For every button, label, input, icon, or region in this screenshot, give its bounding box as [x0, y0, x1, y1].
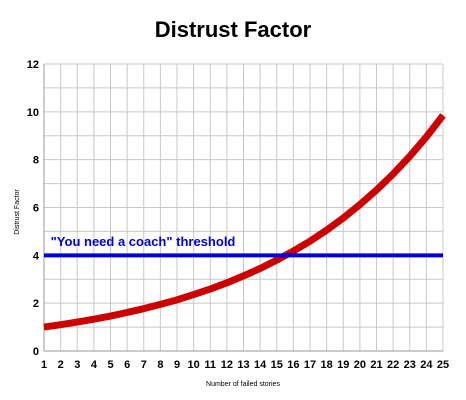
x-tick-label: 12 — [221, 359, 233, 371]
y-axis-ticks: 0 2 4 6 8 10 12 — [27, 59, 40, 358]
y-tick-label: 12 — [27, 59, 39, 71]
y-tick-label: 0 — [33, 346, 39, 358]
chart-title: Distrust Factor — [155, 17, 312, 42]
x-tick-label: 25 — [437, 359, 449, 371]
x-tick-label: 5 — [107, 359, 113, 371]
y-tick-label: 2 — [33, 298, 39, 310]
x-tick-label: 4 — [91, 359, 98, 371]
y-tick-label: 10 — [27, 107, 39, 119]
x-tick-label: 9 — [174, 359, 180, 371]
x-tick-label: 6 — [124, 359, 130, 371]
x-tick-label: 11 — [204, 359, 216, 371]
x-tick-label: 18 — [321, 359, 333, 371]
x-tick-label: 14 — [254, 359, 267, 371]
x-tick-label: 15 — [271, 359, 283, 371]
y-tick-label: 6 — [33, 203, 39, 215]
x-tick-label: 3 — [74, 359, 80, 371]
x-tick-label: 22 — [387, 359, 399, 371]
x-tick-label: 21 — [370, 359, 382, 371]
x-tick-label: 19 — [337, 359, 349, 371]
annotations: "You need a coach" threshold — [51, 234, 236, 249]
y-axis-label: Distrust Factor — [14, 189, 21, 235]
series-line-1 — [43, 113, 446, 331]
x-tick-label: 10 — [188, 359, 200, 371]
x-axis-ticks: 1 2 3 4 5 6 7 8 9 10 11 12 13 14 15 16 17 18 19 20 21 22 23 24 2… — [41, 359, 449, 371]
grid — [43, 63, 444, 352]
x-tick-label: 20 — [354, 359, 366, 371]
x-tick-label: 2 — [58, 359, 64, 371]
x-tick-label: 8 — [157, 359, 163, 371]
plot-area — [43, 113, 446, 331]
x-tick-label: 7 — [141, 359, 147, 371]
x-tick-label: 1 — [41, 359, 47, 371]
x-axis-label: Number of failed stories — [206, 381, 280, 388]
x-tick-label: 23 — [404, 359, 416, 371]
x-tick-label: 17 — [304, 359, 316, 371]
threshold-annotation: "You need a coach" threshold — [51, 234, 236, 249]
x-tick-label: 13 — [237, 359, 249, 371]
x-tick-label: 24 — [420, 359, 433, 371]
x-tick-label: 16 — [287, 359, 299, 371]
y-tick-label: 8 — [33, 155, 39, 167]
y-tick-label: 4 — [33, 250, 40, 262]
